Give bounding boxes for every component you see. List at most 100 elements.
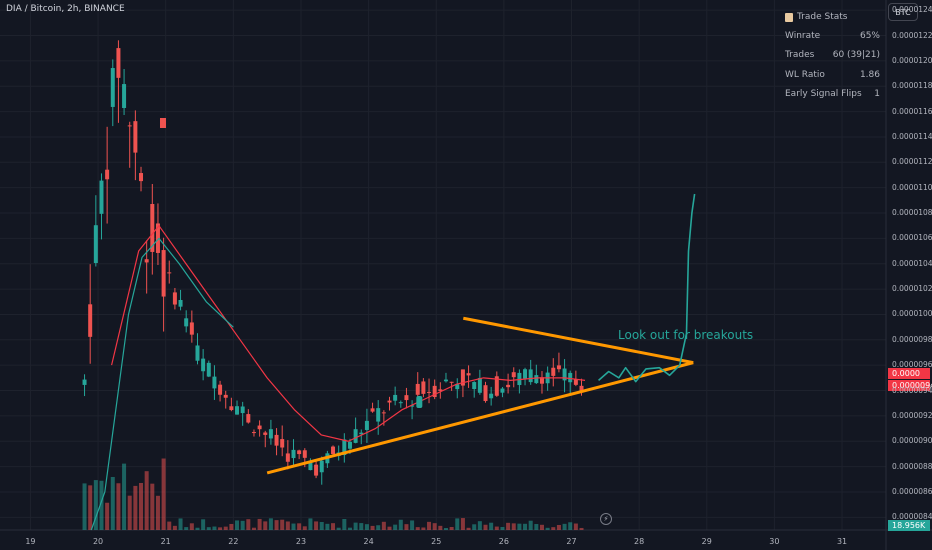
triangle-upper-line [463, 316, 694, 365]
volume-bar [455, 518, 460, 530]
candle-body [82, 379, 87, 385]
candle-body [144, 259, 149, 263]
volume-bar [359, 523, 364, 530]
volume-bar [82, 483, 87, 530]
volume-bar [387, 526, 392, 530]
ma-line-red [111, 225, 586, 442]
stat-label: WL Ratio [785, 69, 825, 80]
volume-bar [364, 524, 369, 530]
candle-body [212, 376, 217, 389]
candle-body [150, 203, 155, 252]
candle-body [427, 391, 432, 393]
volume-bar [466, 527, 471, 530]
candle-body [122, 84, 127, 108]
x-tick-label: 23 [295, 537, 307, 546]
candle-body [161, 250, 166, 297]
candle-body [376, 408, 381, 422]
candle-body [568, 372, 573, 383]
candle-body [415, 383, 420, 395]
volume-bar [427, 521, 432, 530]
volume-bar [421, 527, 426, 530]
volume-bar [184, 527, 189, 530]
volume-bar [370, 525, 375, 530]
trade-stats-title: Trade Stats [797, 12, 848, 22]
volume-bar [393, 524, 398, 530]
volume-bar [376, 525, 381, 530]
stat-value: 65% [859, 30, 880, 41]
candle-body [443, 379, 448, 382]
candle-body [229, 406, 234, 411]
lightning-icon[interactable]: ⚡ [600, 513, 612, 525]
candle-body [523, 369, 528, 379]
volume-bar [489, 522, 494, 530]
breakout-annotation: Look out for breakouts [618, 328, 754, 342]
volume-bar [381, 521, 386, 530]
candle-body [393, 394, 398, 401]
candle-body [494, 376, 499, 396]
volume-bar [308, 518, 313, 530]
buy-signal-marker [416, 396, 423, 408]
candle-body [314, 464, 319, 476]
candle-body [438, 389, 443, 391]
candle-body [342, 439, 347, 456]
stat-value: 1 [874, 89, 880, 100]
candle-body [257, 425, 262, 430]
volume-bar [235, 520, 240, 530]
candle-body [184, 318, 189, 327]
candle-body [110, 68, 115, 107]
candle-body [359, 432, 364, 435]
x-tick-label: 28 [634, 537, 645, 546]
volume-bar [494, 526, 499, 530]
candle-body [285, 453, 290, 462]
currency-button[interactable]: BTC [888, 3, 918, 21]
volume-bar [240, 520, 245, 530]
candle-body [489, 393, 494, 399]
candle-body [353, 429, 358, 443]
volume-bar [246, 519, 251, 530]
volume-bar [274, 520, 279, 530]
candle-body [331, 446, 336, 455]
symbol-title: DIA / Bitcoin, 2h, BINANCE [6, 4, 125, 14]
volume-bar [528, 520, 533, 530]
candle-body [483, 385, 488, 402]
candle-body [404, 395, 409, 401]
volume-bar [280, 519, 285, 530]
candle-body [223, 394, 228, 398]
candle-body [93, 225, 98, 264]
trade-stats-panel: Trade Stats Winrate 65% Trades 60 (39|21) … [785, 8, 880, 104]
candle-body [432, 385, 437, 397]
volume-bar [568, 522, 573, 530]
volume-bar [534, 524, 539, 530]
candle-body [133, 121, 138, 153]
candle-body [240, 406, 245, 414]
candle-body [579, 385, 584, 393]
candle-body [500, 388, 505, 393]
volume-bar [432, 523, 437, 530]
volume-bar [477, 521, 482, 530]
volume-bar [189, 523, 194, 530]
x-tick-label: 26 [498, 537, 509, 546]
candle-body [297, 450, 302, 455]
candle-body [302, 450, 307, 458]
candle-body [88, 304, 93, 337]
volume-bar [206, 527, 211, 530]
x-tick-label: 19 [25, 537, 36, 546]
volume-bar [336, 527, 341, 530]
candle-body [99, 180, 104, 214]
volume-bar [122, 463, 127, 530]
candle-body [116, 48, 121, 78]
volume-bar [443, 527, 448, 530]
volume-bar [161, 458, 166, 530]
volume-bar [229, 523, 234, 530]
candle-body [398, 402, 403, 404]
volume-bar [172, 525, 177, 530]
